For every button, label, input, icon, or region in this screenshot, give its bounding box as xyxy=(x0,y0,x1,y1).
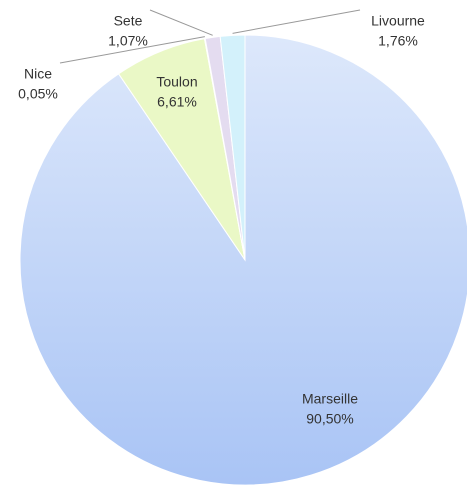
slice-label: 90,50% xyxy=(306,411,353,427)
leader-line xyxy=(59,36,205,64)
pie-slice xyxy=(19,34,467,486)
slice-label: 6,61% xyxy=(157,94,197,110)
pie-slice xyxy=(219,34,246,261)
leader-line xyxy=(232,9,361,34)
slice-label: 1,76% xyxy=(378,33,418,49)
slice-name: Livourne xyxy=(371,13,425,29)
slice-name: Sete xyxy=(114,13,143,29)
slice-name: Marseille xyxy=(302,391,358,407)
leader-line xyxy=(149,9,213,36)
slice-label: 1,07% xyxy=(108,33,148,49)
slice-label: 0,05% xyxy=(18,86,58,102)
slice-name: Nice xyxy=(24,66,52,82)
slice-name: Toulon xyxy=(156,74,197,90)
